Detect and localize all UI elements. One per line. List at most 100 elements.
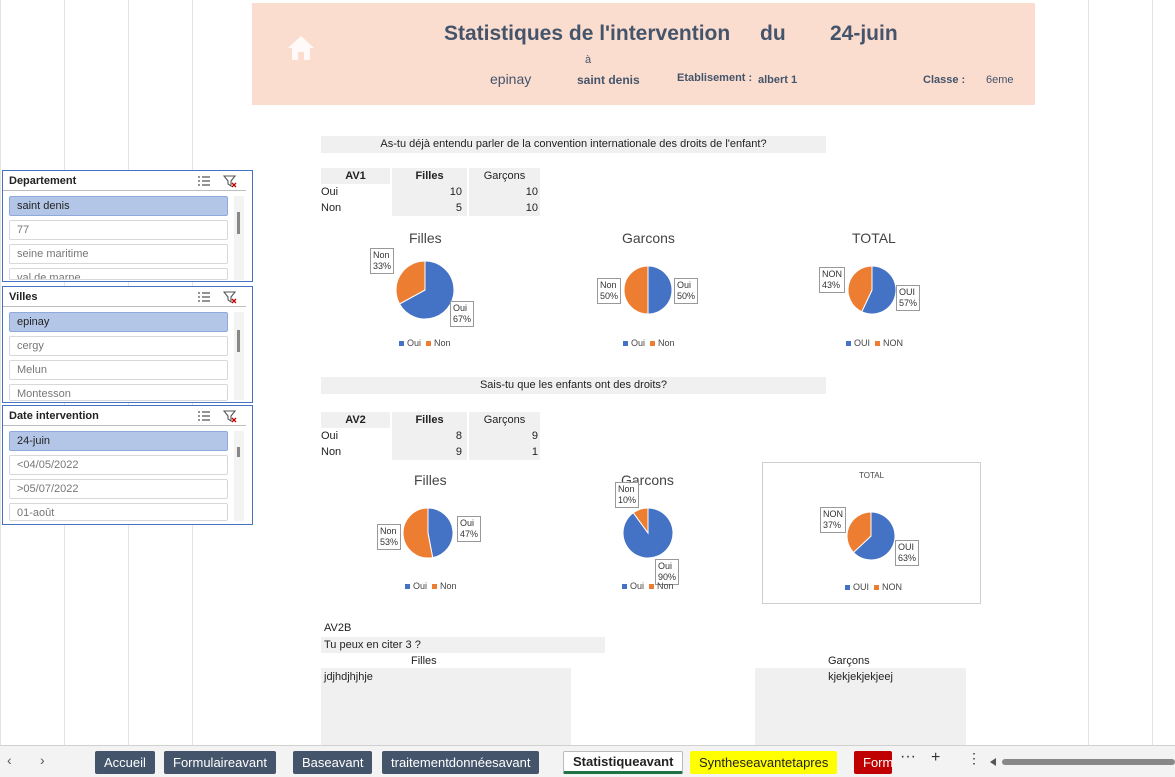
cell-filles: 9 <box>392 444 467 460</box>
tab-statistiqueavant[interactable]: Statistiqueavant <box>563 751 684 774</box>
etablissement-value: albert 1 <box>758 74 798 86</box>
horizontal-scrollbar[interactable] <box>990 756 1175 768</box>
pie-chart-av1-garcons[interactable]: Garcons Non 50% Oui 50% Oui Non <box>575 228 725 353</box>
pie-chart-av2-filles[interactable]: Filles Non 53% Oui 47% Oui Non <box>360 470 500 595</box>
slicer-item[interactable]: 01-août <box>9 503 228 521</box>
slicer-title: Date intervention <box>9 410 99 422</box>
slicer-item[interactable]: Melun <box>9 360 228 380</box>
table-code: AV2 <box>321 412 390 428</box>
multi-select-icon[interactable] <box>197 290 211 304</box>
av2b-code: AV2B <box>324 622 352 634</box>
pie-chart-av1-filles[interactable]: Filles Non 33% Oui 67% Oui Non <box>340 228 510 353</box>
slicer-scrollbar[interactable] <box>234 312 244 400</box>
data-label-oui: OUI 63% <box>895 540 920 566</box>
more-sheets-icon[interactable]: ··· <box>900 748 916 765</box>
answer-box-garcons[interactable]: kjekjekjekjeej <box>755 668 966 745</box>
pie-svg <box>402 507 454 559</box>
legend-oui-swatch <box>845 585 850 591</box>
slicer-item[interactable]: 77 <box>9 220 228 240</box>
pie-slice-non[interactable] <box>623 265 649 315</box>
legend-non-swatch <box>650 341 656 347</box>
tab-formulaireavant[interactable]: Formulaireavant <box>164 751 276 774</box>
slicer-item[interactable]: 24-juin <box>9 431 228 451</box>
pie-slice-non[interactable] <box>632 507 649 535</box>
scroll-thumb[interactable] <box>237 212 240 234</box>
chart-legend: Oui Non <box>405 581 457 591</box>
multi-select-icon[interactable] <box>197 174 211 188</box>
slicer-item[interactable]: seine maritime <box>9 244 228 264</box>
legend-oui: Oui <box>407 338 422 348</box>
legend-non: Non <box>434 338 451 348</box>
report-sheet <box>252 0 1035 745</box>
data-label-oui: Oui 67% <box>450 301 475 327</box>
slicer-item[interactable]: epinay <box>9 312 228 332</box>
chart-legend: OUI NON <box>846 338 903 348</box>
pie-slice-oui[interactable] <box>398 260 455 320</box>
cell-garcons: 9 <box>469 428 540 444</box>
legend-oui: OUI <box>853 582 870 592</box>
table-row: Non 5 10 <box>321 200 540 216</box>
pie-slice-oui[interactable] <box>427 507 454 559</box>
slicer-header: Villes <box>3 287 246 307</box>
legend-non-swatch <box>874 585 880 591</box>
slicer-header: Date intervention <box>3 406 246 426</box>
table-code: AV1 <box>321 168 390 184</box>
legend-non: Non <box>440 581 457 591</box>
slicer-date-intervention[interactable]: Date intervention 24-juin <04/05/2022 >0… <box>2 405 253 525</box>
tab-form[interactable]: Form <box>854 751 892 774</box>
legend-non-swatch <box>649 584 655 590</box>
tab-baseavant[interactable]: Baseavant <box>293 751 373 774</box>
chart-legend: Oui Non <box>622 581 674 591</box>
slicer-villes[interactable]: Villes epinay cergy Melun Montesson <box>2 286 253 403</box>
cell-garcons: 10 <box>469 200 540 216</box>
av2b-label-filles: Filles <box>411 655 437 667</box>
home-icon[interactable] <box>286 34 316 62</box>
row-label: Non <box>321 446 342 458</box>
slicer-item[interactable]: <04/05/2022 <box>9 455 228 475</box>
pie-slice-non[interactable] <box>847 265 873 313</box>
answer-box-filles[interactable]: jdjhdjhjhje <box>321 668 571 745</box>
table-row: Oui 8 9 <box>321 428 540 444</box>
chart-legend: Oui Non <box>399 338 451 348</box>
options-icon[interactable]: ⋮ <box>967 750 981 766</box>
clear-filter-icon[interactable] <box>223 290 237 304</box>
pie-slice-non[interactable] <box>846 511 872 554</box>
slicer-scrollbar[interactable] <box>234 431 244 521</box>
next-sheet-icon[interactable]: › <box>40 752 45 768</box>
chart-legend: OUI NON <box>845 582 902 592</box>
tab-accueil[interactable]: Accueil <box>95 751 155 774</box>
col-filles: Filles <box>392 168 467 184</box>
slicer-item[interactable]: >05/07/2022 <box>9 479 228 499</box>
tab-traitementdonneesavant[interactable]: traitementdonnéesavant <box>382 751 540 774</box>
clear-filter-icon[interactable] <box>223 174 237 188</box>
table-row: Oui 10 10 <box>321 184 540 200</box>
pie-chart-av2-garcons[interactable]: Garcons Non 10% Oui 90% Oui Non <box>600 470 710 595</box>
slicer-scrollbar[interactable] <box>234 196 244 280</box>
clear-filter-icon[interactable] <box>223 409 237 423</box>
cell-garcons: 10 <box>469 184 540 200</box>
pie-slice-non[interactable] <box>395 260 426 305</box>
scroll-thumb[interactable] <box>237 330 240 352</box>
scroll-thumb[interactable] <box>237 447 240 457</box>
pie-slice-oui[interactable] <box>852 511 896 561</box>
table-header: AV2 Filles Garçons <box>321 412 540 428</box>
slicer-departement[interactable]: Departement saint denis 77 seine maritim… <box>2 170 253 282</box>
pie-slice-oui[interactable] <box>861 265 897 315</box>
legend-oui: Oui <box>630 581 645 591</box>
pie-slice-non[interactable] <box>402 507 434 559</box>
pie-chart-av2-total[interactable]: TOTAL NON 37% OUI 63% OUI NON <box>762 462 981 604</box>
row-label: Non <box>321 202 342 214</box>
tab-syntheseavantetapres[interactable]: Syntheseavantetapres <box>690 751 838 774</box>
slicer-item[interactable]: Montesson <box>9 384 228 401</box>
pie-chart-av1-total[interactable]: TOTAL NON 43% OUI 57% OUI NON <box>800 228 950 353</box>
question-av2b: Tu peux en citer 3 ? <box>321 637 605 653</box>
slicer-item[interactable]: saint denis <box>9 196 228 216</box>
slicer-item[interactable]: val de marne <box>9 268 228 280</box>
report-title: Statistiques de l'intervention <box>444 22 731 45</box>
col-filles: Filles <box>392 412 467 428</box>
multi-select-icon[interactable] <box>197 409 211 423</box>
pie-slice-oui[interactable] <box>647 265 673 315</box>
add-sheet-icon[interactable]: + <box>931 749 941 766</box>
prev-sheet-icon[interactable]: ‹ <box>7 752 12 768</box>
slicer-item[interactable]: cergy <box>9 336 228 356</box>
